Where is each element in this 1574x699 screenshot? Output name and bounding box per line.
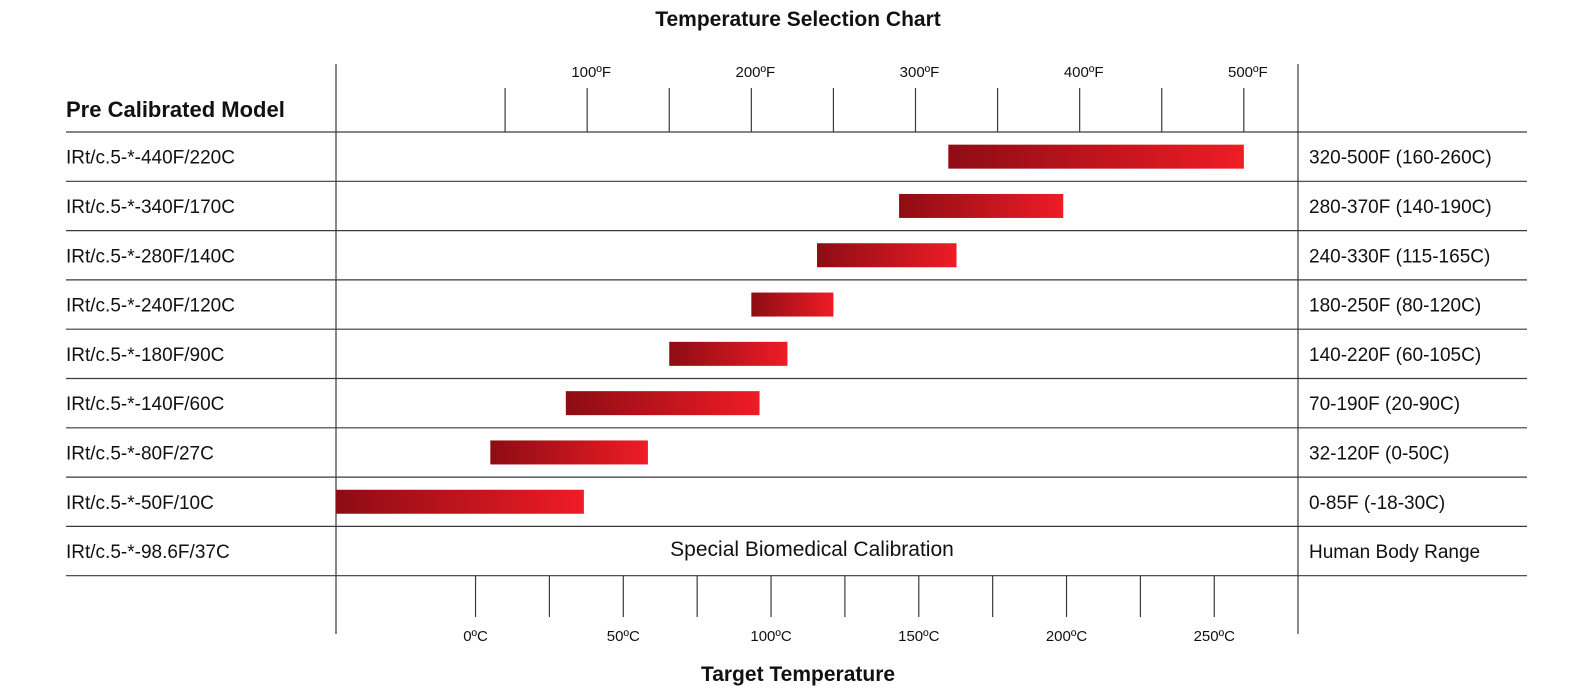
special-calibration-label: Special Biomedical Calibration <box>670 538 954 561</box>
range-label: 32-120F (0-50C) <box>1309 443 1449 464</box>
range-bar <box>669 341 788 366</box>
model-label: IRt/c.5-*-280F/140C <box>66 246 235 267</box>
range-bar <box>565 391 760 416</box>
top-axis-tick-label: 100ºF <box>571 64 611 81</box>
chart-title: Temperature Selection Chart <box>655 8 941 31</box>
range-label: 70-190F (20-90C) <box>1309 394 1460 415</box>
x-axis-title: Target Temperature <box>701 663 895 686</box>
bottom-axis-tick-label: 150ºC <box>898 628 940 645</box>
top-axis-tick-label: 200ºF <box>735 64 775 81</box>
bottom-axis-tick-label: 50ºC <box>607 628 640 645</box>
model-label: IRt/c.5-*-240F/120C <box>66 296 235 317</box>
model-label: IRt/c.5-*-80F/27C <box>66 443 214 464</box>
model-label: IRt/c.5-*-140F/60C <box>66 394 224 415</box>
bottom-axis-tick-label: 0ºC <box>463 628 488 645</box>
row-header: Pre Calibrated Model <box>66 97 285 122</box>
range-label: 320-500F (160-260C) <box>1309 148 1492 169</box>
model-label: IRt/c.5-*-98.6F/37C <box>66 542 230 563</box>
model-label: IRt/c.5-*-440F/220C <box>66 148 235 169</box>
range-label: 180-250F (80-120C) <box>1309 296 1481 317</box>
model-label: IRt/c.5-*-340F/170C <box>66 197 235 218</box>
top-axis-tick-label: 300ºF <box>900 64 940 81</box>
range-label: 0-85F (-18-30C) <box>1309 493 1445 514</box>
range-bar <box>899 193 1064 218</box>
range-label: 140-220F (60-105C) <box>1309 345 1481 366</box>
range-bar <box>948 144 1244 169</box>
model-label: IRt/c.5-*-50F/10C <box>66 493 214 514</box>
range-bar <box>751 292 834 317</box>
range-label: 280-370F (140-190C) <box>1309 197 1492 218</box>
bottom-axis-tick-label: 100ºC <box>750 628 792 645</box>
top-axis-tick-label: 500ºF <box>1228 64 1268 81</box>
range-bar <box>336 489 584 514</box>
bottom-axis-tick-label: 200ºC <box>1046 628 1088 645</box>
top-axis-tick-label: 400ºF <box>1064 64 1104 81</box>
range-bar <box>490 440 648 465</box>
range-label: Human Body Range <box>1309 542 1480 563</box>
model-label: IRt/c.5-*-180F/90C <box>66 345 224 366</box>
range-bar <box>817 243 957 268</box>
range-label: 240-330F (115-165C) <box>1309 246 1490 267</box>
bottom-axis-tick-label: 250ºC <box>1194 628 1236 645</box>
